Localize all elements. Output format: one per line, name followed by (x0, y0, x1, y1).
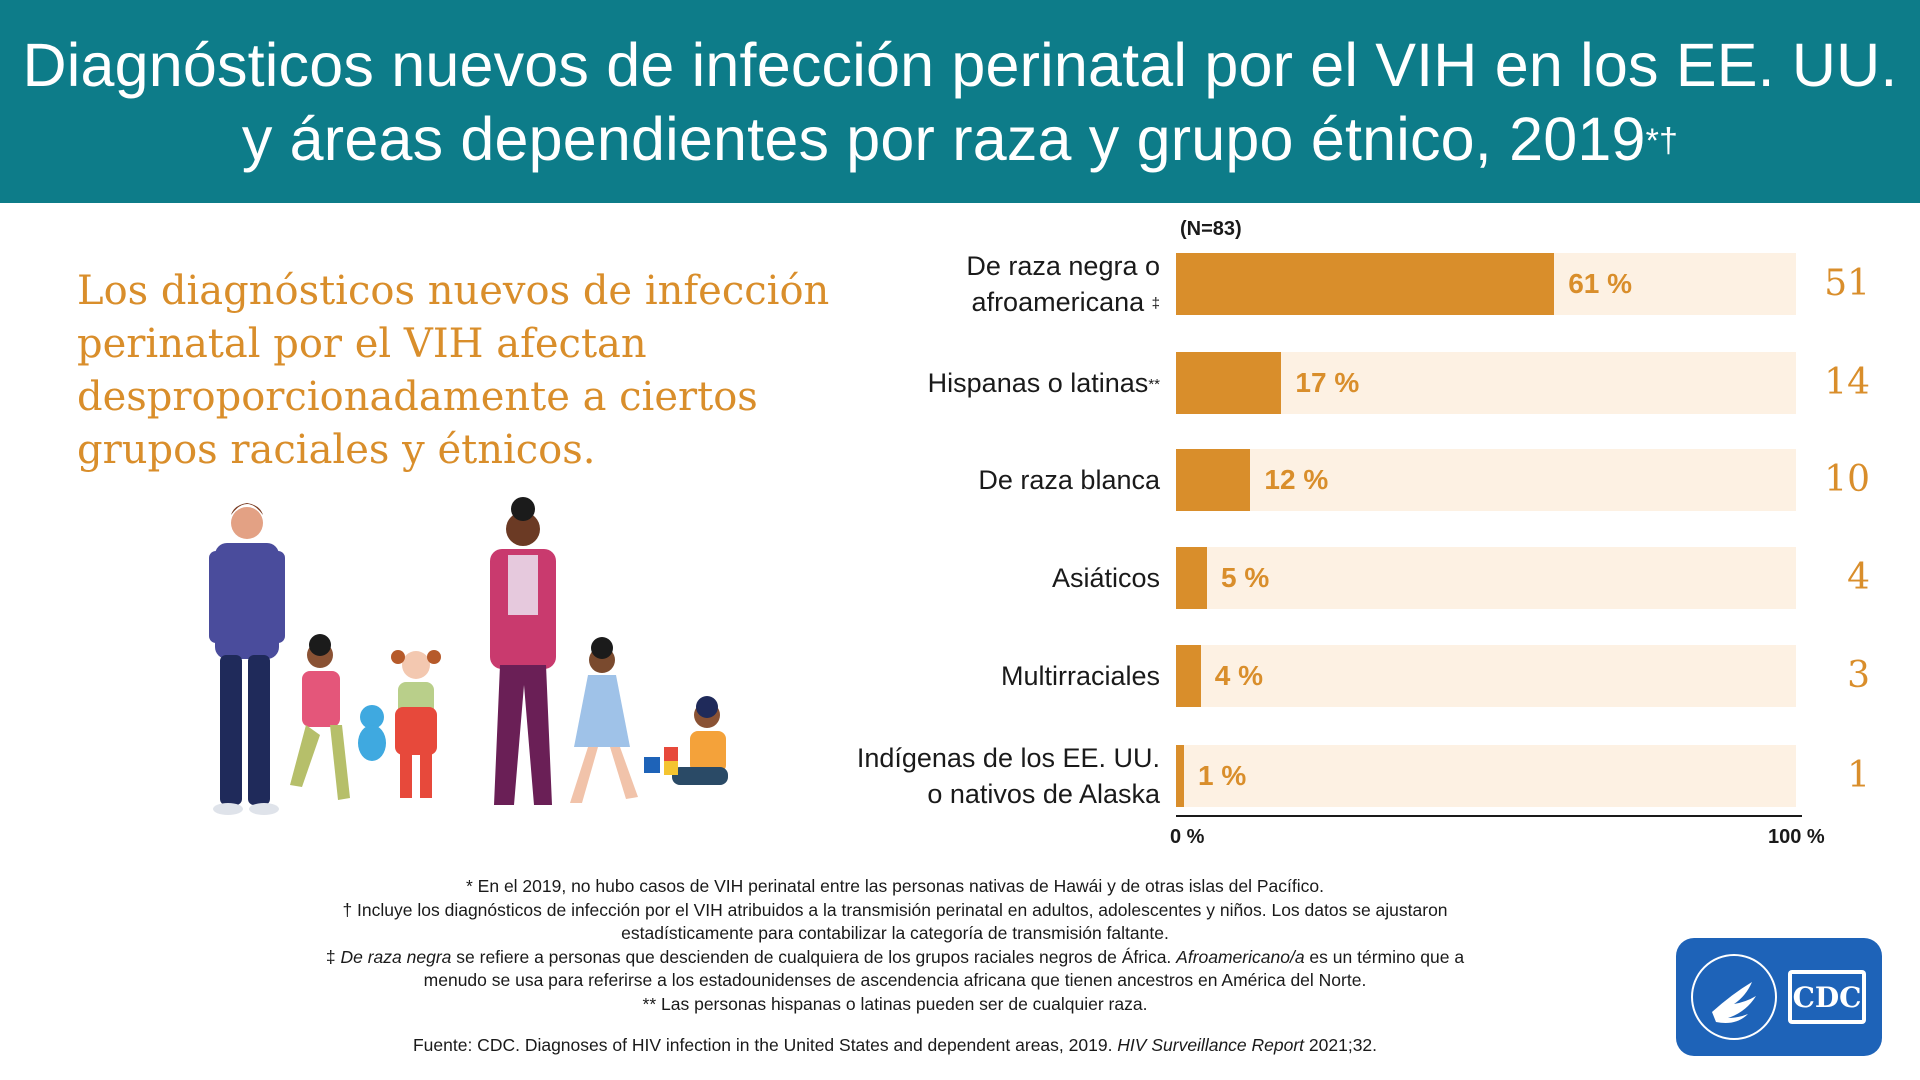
cdc-logo-text: CDC (1793, 981, 1862, 1014)
category-footnote-mark: ‡ (1151, 295, 1160, 312)
girl-blue-figure (570, 637, 638, 803)
category-label-line: afroamericana ‡ (740, 284, 1160, 320)
title-footnote-marks: *† (1645, 121, 1679, 160)
family-illustration (209, 497, 728, 815)
man-figure (209, 503, 285, 815)
footnote-2b: estadísticamente para contabilizar la ca… (621, 923, 1169, 943)
hhs-cdc-logo-icon: CDC (1691, 954, 1866, 1040)
category-label-line: Indígenas de los EE. UU. (856, 743, 1160, 773)
footnote-3-term-2: Afroamericano/a (1176, 946, 1305, 967)
bar-track (1176, 547, 1796, 609)
category-label: De raza blanca (740, 462, 1160, 498)
title-banner: Diagnósticos nuevos de infección perinat… (0, 0, 1920, 203)
sample-size-label: (N=83) (1180, 218, 1242, 240)
bar-value-label: 1 % (1198, 760, 1247, 791)
footnote-3a: ‡ De raza negra se refiere a personas qu… (290, 946, 1500, 970)
bar-chart: (N=83) De raza negra o afroamericana ‡ 61 … (740, 218, 1870, 848)
title-line-2: y áreas dependientes por raza y grupo ét… (242, 102, 1678, 176)
bar-value-label: 61 % (1568, 268, 1633, 299)
title-line-1: Diagnósticos nuevos de infección perinat… (22, 30, 1898, 99)
x-tick-label: 100 % (1768, 826, 1825, 848)
footnote-3-term-1: De raza negra (340, 946, 452, 967)
category-label: De raza negra o afroamericana ‡ (740, 248, 1160, 320)
category-label-text: afroamericana (971, 287, 1145, 317)
bar (1176, 352, 1282, 414)
case-count-label: 10 (1824, 459, 1870, 500)
case-count-label: 51 (1824, 263, 1870, 304)
woman-figure (490, 497, 556, 805)
x-tick-label: 0 % (1170, 826, 1205, 848)
category-footnote-mark: ** (1148, 376, 1160, 393)
eagle-icon (1712, 982, 1756, 1023)
bar-value-label: 17 % (1295, 367, 1360, 398)
source-text: Fuente: CDC. Diagnoses of HIV infection … (412, 1035, 1118, 1055)
category-label-line: Asiáticos (1051, 563, 1160, 593)
footnotes: * En el 2019, no hubo casos de VIH perin… (290, 875, 1500, 1058)
bar-track (1176, 745, 1796, 807)
bar (1176, 547, 1207, 609)
category-label: Indígenas de los EE. UU. o nativos de Ala… (740, 740, 1160, 812)
bar-track (1176, 645, 1796, 707)
source-citation: Fuente: CDC. Diagnoses of HIV infection … (290, 1034, 1500, 1058)
category-label-line: Multirraciales (1000, 661, 1160, 691)
category-label: Multirraciales (740, 658, 1160, 694)
category-label-line: o nativos de Alaska (927, 779, 1160, 809)
category-label-line: Hispanas o latinas** (740, 365, 1160, 401)
bar (1176, 645, 1201, 707)
bar-track (1176, 449, 1796, 511)
bar-value-label: 12 % (1264, 464, 1329, 495)
teddy-bear-figure (358, 705, 386, 761)
footnote-3b: menudo se usa para referirse a los estad… (423, 970, 1367, 990)
case-count-label: 1 (1847, 755, 1870, 796)
girl-red-figure (391, 650, 441, 798)
bar (1176, 449, 1251, 511)
category-label: Hispanas o latinas** (740, 365, 1160, 401)
bar (1176, 253, 1555, 315)
key-message: Los diagnósticos nuevos de infección per… (77, 268, 830, 473)
footnote-2a: † Incluye los diagnósticos de infección … (342, 899, 1448, 920)
category-label: Asiáticos (740, 560, 1160, 596)
cdc-logo: CDC (1676, 938, 1882, 1056)
bar-value-label: 4 % (1214, 660, 1264, 691)
category-label-text: Hispanas o latinas (927, 368, 1149, 398)
footnote-3-text-2: es un término que a (1304, 946, 1465, 967)
bar (1176, 745, 1184, 807)
case-count-label: 4 (1847, 557, 1870, 598)
case-count-label: 3 (1847, 655, 1870, 696)
bar-value-label: 5 % (1221, 562, 1270, 593)
title-line-2-text: y áreas dependientes por raza y grupo ét… (241, 104, 1646, 173)
category-label-line: De raza negra o (966, 251, 1160, 281)
footnote-1: * En el 2019, no hubo casos de VIH perin… (466, 876, 1324, 896)
seated-child-figure (644, 696, 728, 785)
boy-figure (290, 634, 350, 800)
footnote-3-mark: ‡ (325, 946, 341, 967)
x-axis-line (1176, 815, 1802, 817)
source-end: 2021;32. (1304, 1035, 1378, 1055)
source-journal: HIV Surveillance Report (1117, 1035, 1305, 1055)
footnote-3-text-1: se refiere a personas que descienden de … (451, 946, 1177, 967)
footnote-4: ** Las personas hispanas o latinas puede… (642, 993, 1148, 1014)
category-label-line: De raza blanca (978, 465, 1160, 495)
case-count-label: 14 (1824, 362, 1870, 403)
